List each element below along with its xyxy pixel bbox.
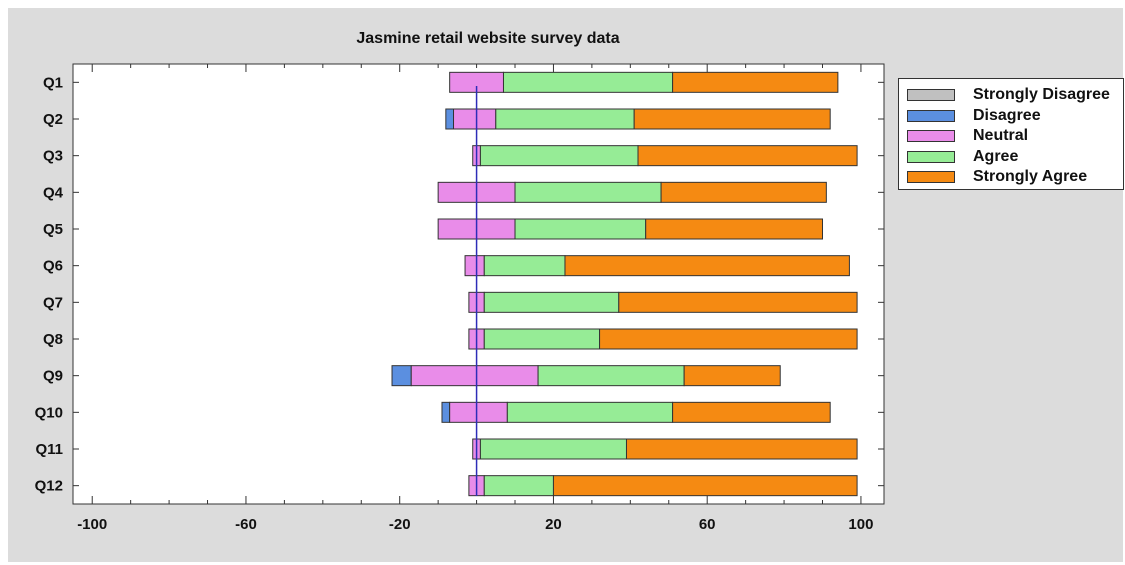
bar-agree (537, 365, 685, 387)
bar-agree (483, 291, 620, 313)
y-tick-label: Q9 (43, 368, 63, 385)
y-tick-label: Q4 (43, 184, 64, 201)
bar-strongly-agree (564, 255, 850, 277)
bar-neutral (449, 401, 508, 423)
chart-frame: Jasmine retail website survey data -100-… (8, 8, 1124, 562)
chart-canvas: -100 -60 -20 20 60 100 Q1 Q2 Q3 Q4 Q5 Q6 Q7 Q8 Q9 Q10 Q1… (35, 63, 885, 533)
y-tick-label: Q11 (35, 441, 63, 458)
y-tick-label: Q1 (43, 74, 63, 91)
bar-agree (495, 108, 635, 130)
bar-strongly-agree (625, 438, 858, 460)
y-tick-label: Q5 (43, 221, 63, 238)
bar-strongly-agree (618, 291, 858, 313)
chart-title: Jasmine retail website survey data (356, 30, 620, 47)
bar-strongly-agree (672, 71, 839, 93)
legend-item: Strongly Agree (907, 167, 1123, 188)
bar-neutral (464, 255, 485, 277)
y-tick-label: Q7 (43, 294, 63, 311)
y-tick-label: Q12 (35, 478, 63, 495)
legend-label: Neutral (973, 127, 1029, 145)
bar-agree (506, 401, 674, 423)
legend-item: Disagree (907, 106, 1123, 127)
x-tick-label: 20 (545, 516, 562, 533)
plot-area (72, 63, 885, 505)
bar-agree (479, 145, 639, 167)
legend-swatch (907, 109, 955, 122)
x-tick-label: -20 (389, 516, 411, 533)
y-tick-label: Q8 (43, 331, 63, 348)
bar-strongly-agree (660, 181, 827, 203)
bar-agree (483, 255, 566, 277)
y-tick-label: Q6 (43, 258, 63, 275)
bar-strongly-agree (672, 401, 831, 423)
y-tick-label: Q2 (43, 111, 63, 128)
legend-item: Agree (907, 147, 1123, 168)
bar-agree (483, 475, 554, 497)
legend-label: Strongly Disagree (973, 86, 1110, 104)
x-tick-label: -100 (77, 516, 107, 533)
bar-agree (514, 218, 647, 240)
x-tick-label: -60 (235, 516, 257, 533)
legend-swatch (907, 130, 955, 143)
bar-agree (483, 328, 601, 350)
bar-disagree (391, 365, 412, 387)
bar-strongly-agree (645, 218, 824, 240)
bar-agree (479, 438, 627, 460)
bar-neutral (453, 108, 497, 130)
legend: Strongly Disagree Disagree Neutral Agree Str… (898, 78, 1124, 190)
legend-swatch (907, 150, 955, 163)
legend-item: Neutral (907, 126, 1123, 147)
bar-strongly-agree (599, 328, 858, 350)
bar-agree (514, 181, 662, 203)
legend-label: Agree (973, 147, 1019, 165)
bar-disagree (441, 401, 451, 423)
bar-strongly-agree (633, 108, 831, 130)
bar-neutral (410, 365, 539, 387)
bar-strongly-agree (683, 365, 781, 387)
bar-disagree (445, 108, 455, 130)
y-tick-label: Q3 (43, 148, 63, 165)
bar-strongly-agree (637, 145, 858, 167)
x-tick-label: 60 (699, 516, 716, 533)
legend-label: Disagree (973, 106, 1041, 124)
legend-label: Strongly Agree (973, 168, 1088, 186)
legend-swatch (907, 89, 955, 102)
legend-item: Strongly Disagree (907, 85, 1123, 106)
bar-agree (502, 71, 674, 93)
y-tick-label: Q10 (35, 404, 63, 421)
x-tick-label: 100 (848, 516, 873, 533)
bar-strongly-agree (552, 475, 858, 497)
legend-swatch (907, 171, 955, 184)
